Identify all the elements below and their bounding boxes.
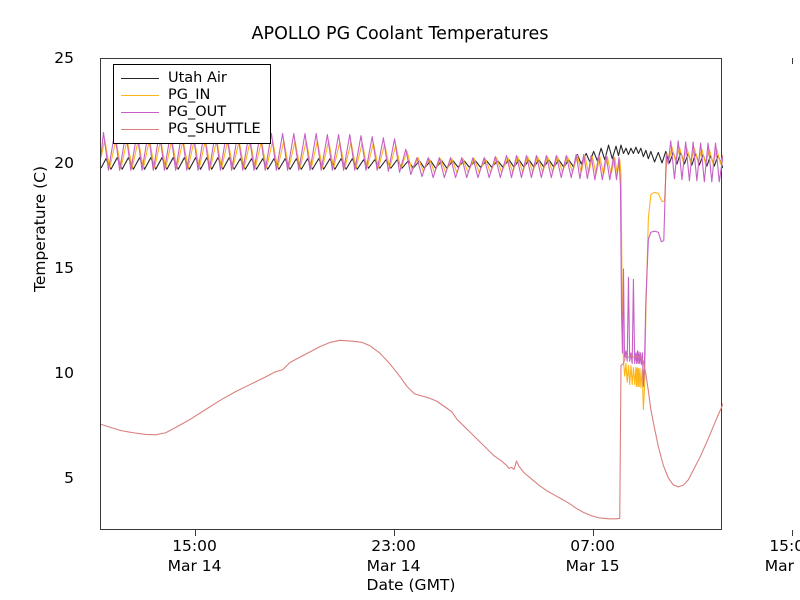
x-tick-mark (194, 530, 196, 536)
x-tick-label: 15:00 Mar 14 (135, 536, 255, 576)
legend-item: PG_OUT (121, 104, 261, 121)
x-tick-time: 07:00 (570, 537, 615, 555)
x-tick-mark (393, 530, 395, 536)
x-tick-time: 15:00 (172, 537, 217, 555)
x-tick-date: Mar 14 (366, 557, 421, 575)
chart-legend: Utah Air PG_IN PG_OUT PG_SHUTTLE (113, 64, 271, 144)
series-line (101, 144, 723, 170)
legend-color-swatch (121, 112, 159, 113)
x-tick-mark (791, 530, 793, 536)
legend-item: PG_SHUTTLE (121, 121, 261, 138)
x-tick-date: Mar 15 (764, 557, 800, 575)
x-tick-label: 23:00 Mar 14 (334, 536, 454, 576)
x-tick-label: 07:00 Mar 15 (533, 536, 653, 576)
y-tick-label: 5 (64, 468, 74, 487)
legend-label: PG_OUT (168, 104, 227, 120)
legend-color-swatch (121, 95, 159, 96)
y-tick-label: 15 (54, 258, 74, 277)
plot-lines (101, 131, 723, 520)
x-tick-label: 15:00 Mar 15 (732, 536, 800, 576)
x-tick-time: 23:00 (371, 537, 416, 555)
x-tick-date: Mar 14 (167, 557, 222, 575)
y-tick-label: 10 (54, 363, 74, 382)
x-tick-date: Mar 15 (565, 557, 620, 575)
y-axis-label: Temperature (C) (31, 165, 49, 293)
legend-color-swatch (121, 78, 159, 79)
y-tick-label: 25 (54, 49, 74, 67)
legend-item: Utah Air (121, 70, 261, 87)
series-line (101, 339, 723, 520)
y-tick-label: 20 (54, 153, 74, 172)
series-line (101, 139, 723, 411)
legend-label: PG_IN (168, 87, 211, 103)
legend-label: PG_SHUTTLE (168, 121, 261, 137)
x-tick-time: 15:00 (769, 537, 800, 555)
chart-title: APOLLO PG Coolant Temperatures (251, 24, 549, 44)
legend-color-swatch (121, 129, 159, 130)
x-tick-mark (791, 58, 793, 64)
legend-label: Utah Air (168, 70, 227, 86)
series-line (101, 131, 723, 388)
x-axis-label: Date (GMT) (366, 576, 456, 594)
x-tick-mark (592, 530, 594, 536)
legend-item: PG_IN (121, 87, 261, 104)
